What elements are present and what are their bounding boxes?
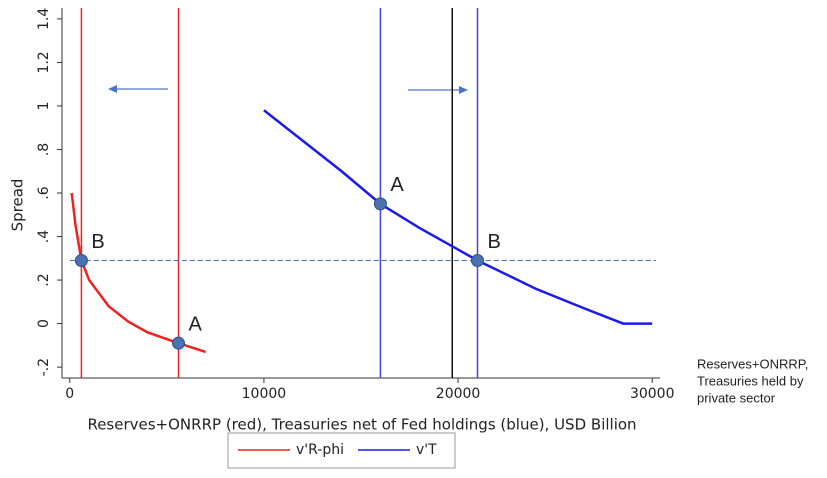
y-tick-label: .6: [36, 186, 52, 199]
y-tick-label: .2: [36, 273, 52, 286]
x-axis-label: Reserves+ONRRP (red), Treasuries net of …: [87, 416, 636, 434]
point: [470, 253, 484, 267]
x-tick-label: 10000: [242, 386, 287, 402]
y-axis-label: Spread: [9, 179, 27, 232]
point-label: B: [91, 231, 104, 253]
x-tick-label: 30000: [630, 386, 675, 402]
point-label: A: [390, 174, 404, 196]
point: [171, 336, 185, 350]
point: [373, 197, 387, 211]
y-tick-label: .8: [36, 143, 52, 156]
side-note: Reserves+ONRRP,: [697, 356, 808, 371]
legend-label: v'T: [416, 442, 437, 458]
y-tick-label: -.2: [36, 358, 52, 376]
side-note: private sector: [697, 390, 776, 405]
point: [74, 253, 88, 267]
left-arrow-head: [108, 85, 117, 93]
right-arrow-head: [459, 86, 468, 94]
legend-label: v'R-phi: [296, 442, 344, 458]
series-line: [70, 192, 207, 354]
x-tick-label: 20000: [436, 386, 481, 402]
point-label: B: [487, 231, 500, 253]
series-line: [263, 109, 653, 325]
y-tick-label: 1.4: [36, 8, 52, 30]
point-label: A: [188, 313, 202, 335]
y-tick-label: 0: [36, 319, 52, 328]
y-tick-label: .4: [36, 230, 52, 243]
side-note: Treasuries held by: [697, 373, 804, 388]
x-tick-label: 0: [65, 386, 74, 402]
y-tick-label: 1: [36, 101, 52, 110]
y-tick-label: 1.2: [36, 51, 52, 73]
